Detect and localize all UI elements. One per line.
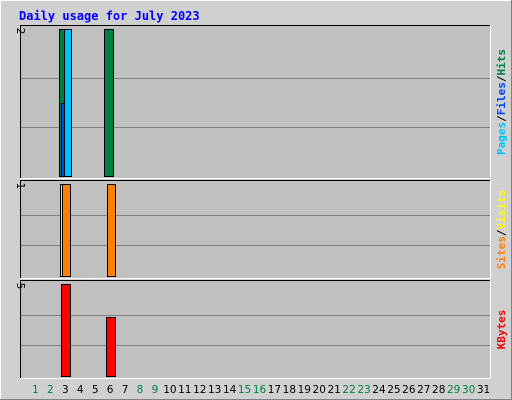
x-tick-day-28: 28 bbox=[432, 384, 445, 396]
x-tick-day-2: 2 bbox=[47, 384, 54, 396]
x-tick-day-20: 20 bbox=[313, 384, 326, 396]
x-tick-day-29: 29 bbox=[447, 384, 460, 396]
x-tick-day-18: 18 bbox=[283, 384, 296, 396]
bar-visits-sites-day-6 bbox=[107, 184, 116, 277]
x-tick-day-11: 11 bbox=[178, 384, 191, 396]
panel-hits-ymax-label: 2 bbox=[14, 28, 26, 35]
x-tick-day-15: 15 bbox=[238, 384, 251, 396]
legend-separator: / bbox=[495, 229, 508, 236]
x-tick-day-25: 25 bbox=[387, 384, 400, 396]
panel-kbytes: 5 KBytes bbox=[14, 280, 508, 379]
x-tick-day-14: 14 bbox=[223, 384, 237, 396]
x-tick-day-9: 9 bbox=[152, 384, 159, 396]
x-axis-ticks: 1 2 3 4 5 6 7 8 9 10 11 12 13 14 15 16 17 18 19 20 21 22 23 24 2… bbox=[32, 384, 490, 396]
panel-visits-background bbox=[20, 180, 491, 279]
panel-kbytes-ymax-label: 5 bbox=[14, 283, 26, 290]
panel-kbytes-background bbox=[20, 280, 491, 379]
bar-hits-pages-day-3 bbox=[64, 29, 72, 177]
legend-hits: Hits bbox=[495, 49, 508, 76]
panel-visits-ymax-label: 1 bbox=[14, 183, 26, 190]
x-tick-day-6: 6 bbox=[107, 384, 114, 396]
panel-visits: 1 Sites/Visits bbox=[14, 180, 508, 279]
legend-sites: Sites bbox=[495, 236, 508, 269]
x-tick-day-30: 30 bbox=[462, 384, 475, 396]
x-tick-day-5: 5 bbox=[92, 384, 99, 396]
bar-hits-hits-day-6 bbox=[104, 29, 114, 177]
x-tick-day-26: 26 bbox=[402, 384, 416, 396]
chart-title: Daily usage for July 2023 bbox=[19, 9, 200, 23]
panel-visits-legend: Sites/Visits bbox=[495, 190, 508, 270]
x-tick-day-31: 31 bbox=[477, 384, 490, 396]
x-tick-day-16: 16 bbox=[253, 384, 267, 396]
legend-pages: Pages bbox=[495, 122, 508, 155]
x-tick-day-12: 12 bbox=[193, 384, 206, 396]
legend-separator: / bbox=[495, 115, 508, 122]
x-tick-day-13: 13 bbox=[208, 384, 221, 396]
x-tick-day-24: 24 bbox=[372, 384, 386, 396]
legend-kbytes: KBytes bbox=[495, 310, 508, 350]
x-tick-day-3: 3 bbox=[62, 384, 69, 396]
bar-visits-sites-day-3 bbox=[62, 184, 71, 277]
panel-hits-background bbox=[20, 25, 491, 179]
legend-files: Files bbox=[495, 82, 508, 115]
legend-separator: / bbox=[495, 75, 508, 82]
x-tick-day-7: 7 bbox=[122, 384, 129, 396]
x-tick-day-10: 10 bbox=[163, 384, 176, 396]
x-tick-day-8: 8 bbox=[137, 384, 144, 396]
x-tick-day-27: 27 bbox=[417, 384, 430, 396]
bar-kbytes-kbytes-day-3 bbox=[61, 284, 71, 377]
x-tick-day-23: 23 bbox=[357, 384, 370, 396]
x-tick-day-4: 4 bbox=[77, 384, 84, 396]
panel-hits-legend: Pages/Files/Hits bbox=[495, 49, 508, 155]
x-tick-day-22: 22 bbox=[342, 384, 355, 396]
x-tick-day-21: 21 bbox=[327, 384, 340, 396]
x-tick-day-19: 19 bbox=[298, 384, 311, 396]
x-tick-day-17: 17 bbox=[268, 384, 281, 396]
legend-visits: Visits bbox=[495, 190, 508, 230]
bar-kbytes-kbytes-day-6 bbox=[106, 317, 116, 377]
x-tick-day-1: 1 bbox=[32, 384, 39, 396]
panel-kbytes-legend: KBytes bbox=[495, 310, 508, 350]
